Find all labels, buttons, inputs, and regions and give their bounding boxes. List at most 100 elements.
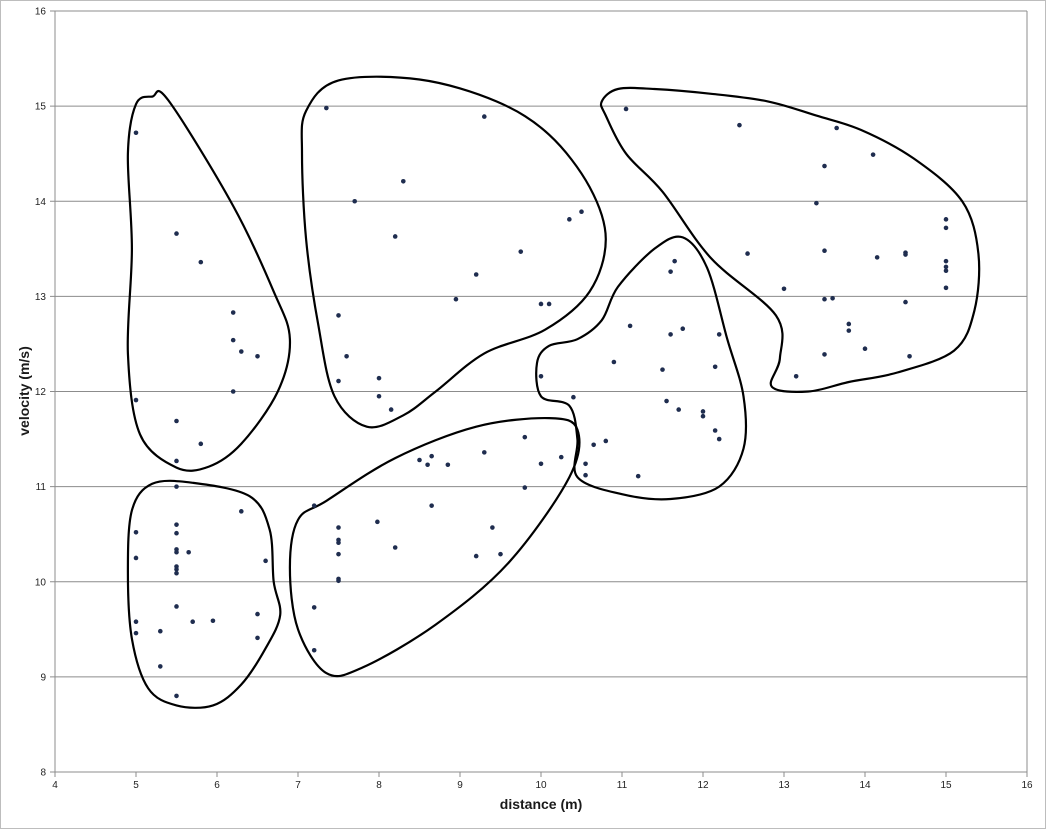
data-point [473,553,479,559]
data-point [445,462,451,468]
data-point [375,519,380,525]
data-point [311,503,317,508]
data-point [822,163,827,169]
data-point [158,664,163,669]
data-point [583,472,588,478]
cluster-outline [535,235,748,501]
data-point [344,354,349,359]
data-point [846,328,852,333]
cluster-outlines [126,75,981,709]
data-point [943,285,949,291]
y-tick-label: 12 [35,387,47,398]
data-point [635,473,641,479]
data-point [174,549,179,555]
data-point [567,217,572,222]
data-point [834,125,839,131]
data-point [814,200,819,206]
data-point [538,373,544,379]
data-point [133,555,139,561]
data-point [712,428,718,433]
data-point [482,450,487,455]
data-point [336,378,341,384]
data-point [255,354,260,359]
x-tick-label: 15 [940,780,952,791]
data-point [230,337,236,343]
data-point [943,225,949,231]
data-point [874,255,880,260]
cluster-outline [126,479,282,709]
data-point [133,130,139,136]
data-point [579,209,584,215]
data-point [392,234,398,239]
data-point [417,457,422,463]
data-point [263,558,268,564]
data-point [558,454,564,460]
data-point [158,628,163,634]
data-point [603,438,609,444]
y-axis-title: velocity (m/s) [16,346,32,435]
data-point [311,605,317,610]
data-point [518,249,524,254]
x-tick-label: 9 [457,780,463,791]
data-point [538,461,544,467]
data-point [490,525,495,530]
cluster-outline [288,416,581,678]
x-tick-label: 8 [376,780,382,791]
y-tick-label: 15 [35,102,47,113]
axes [50,10,1028,777]
tick-labels: 4 5 6 7 8 9 10 11 12 13 14 15 16 8 9 10 11 12 13 14 15 16 [35,7,1033,792]
data-point [174,693,179,699]
data-point [336,551,341,557]
data-points [133,105,949,699]
data-point [133,397,139,403]
data-point [668,332,673,337]
data-point [700,409,706,414]
data-point [133,529,139,535]
data-point [453,296,459,302]
data-point [571,394,576,400]
data-point [376,393,382,399]
data-point [352,198,358,204]
x-tick-label: 5 [133,780,139,791]
data-point [943,217,949,222]
y-tick-label: 13 [35,292,47,303]
data-point [793,373,799,379]
data-point [781,286,787,292]
cluster-outline [300,75,607,429]
data-point [627,323,633,329]
data-point [174,570,179,576]
data-point [846,321,852,327]
data-point [700,413,706,419]
data-point [498,551,503,557]
data-point [907,354,912,359]
data-point [392,545,398,550]
data-point [174,530,179,536]
data-point [429,503,434,508]
x-tick-label: 11 [617,780,628,791]
x-tick-label: 13 [778,780,790,791]
data-point [174,604,179,609]
data-point [903,252,908,257]
data-point [239,509,244,514]
data-point [198,441,204,447]
y-tick-label: 14 [35,197,47,208]
data-point [546,301,552,307]
data-point [672,258,677,264]
data-point [538,301,544,307]
y-tick-label: 9 [40,672,46,683]
data-point [745,251,750,256]
data-point [716,436,722,442]
data-point [660,367,665,372]
data-point [198,259,204,265]
x-axis-title: distance (m) [500,796,582,812]
data-point [174,567,179,572]
data-point [522,485,528,490]
x-tick-label: 12 [697,780,709,791]
x-tick-label: 4 [52,780,58,791]
data-point [830,295,835,301]
y-tick-label: 16 [35,7,47,18]
y-tick-label: 8 [40,768,46,779]
data-point [664,398,669,404]
